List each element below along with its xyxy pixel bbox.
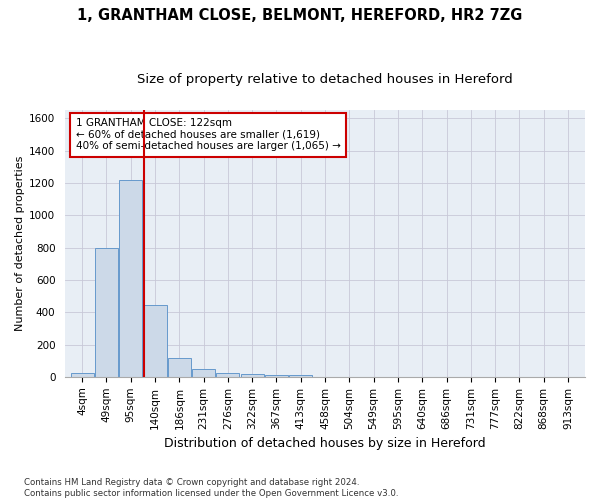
Text: Contains HM Land Registry data © Crown copyright and database right 2024.
Contai: Contains HM Land Registry data © Crown c… (24, 478, 398, 498)
Bar (241, 374, 264, 377)
Bar (95, 248, 118, 377)
Y-axis label: Number of detached properties: Number of detached properties (15, 156, 25, 331)
Bar (265, 375, 288, 377)
Text: 1, GRANTHAM CLOSE, BELMONT, HEREFORD, HR2 7ZG: 1, GRANTHAM CLOSE, BELMONT, HEREFORD, HR… (77, 8, 523, 22)
Title: Size of property relative to detached houses in Hereford: Size of property relative to detached ho… (137, 72, 513, 86)
X-axis label: Distribution of detached houses by size in Hereford: Distribution of detached houses by size … (164, 437, 486, 450)
Text: 1 GRANTHAM CLOSE: 122sqm
← 60% of detached houses are smaller (1,619)
40% of sem: 1 GRANTHAM CLOSE: 122sqm ← 60% of detach… (76, 118, 340, 152)
Bar (119, 180, 142, 377)
Bar (168, 358, 191, 377)
Bar (192, 368, 215, 377)
Bar (289, 375, 313, 377)
Bar (71, 373, 94, 377)
Bar (143, 305, 167, 377)
Bar (217, 373, 239, 377)
